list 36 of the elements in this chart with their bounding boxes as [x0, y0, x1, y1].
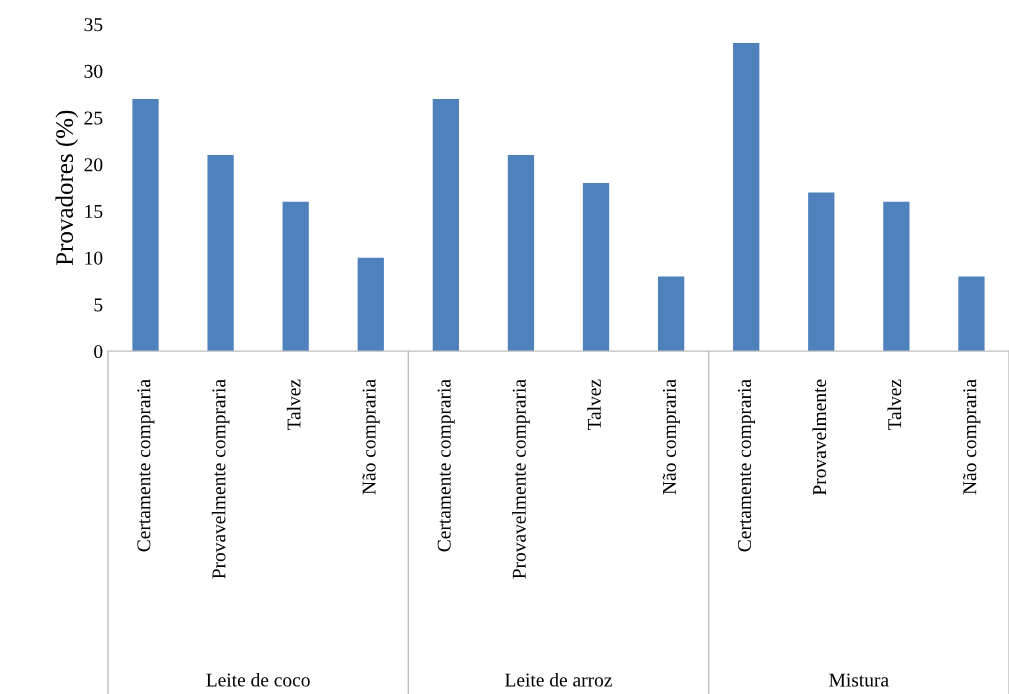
x-tick-label: Provavelmente compraria [211, 379, 230, 579]
y-tick-label: 0 [94, 344, 103, 359]
x-tick-label: Certamente compraria [137, 379, 155, 552]
y-tick-label: 10 [85, 251, 103, 265]
y-tick-label: 25 [84, 111, 103, 125]
bar [432, 99, 459, 352]
bar [657, 276, 685, 352]
bar [733, 42, 760, 352]
x-tick-label: Provavelmente [812, 379, 827, 496]
x-tick-label: Não compraria [362, 379, 380, 495]
x-tick-label: Talvez [587, 379, 601, 431]
bar [207, 155, 234, 352]
bar [507, 155, 535, 352]
bar [132, 99, 159, 352]
y-tick-label: 5 [94, 298, 103, 312]
y-tick-label: 35 [84, 18, 103, 32]
x-tick-label: Provavelmente compraria [512, 379, 530, 579]
x-tick-label: Certamente compraria [437, 379, 455, 552]
text: Leite de arroz [505, 672, 612, 687]
y-axis-title: Provadores (%) [55, 110, 79, 266]
bar [883, 201, 910, 352]
text: Mistura [829, 673, 889, 687]
y-tick-label: 30 [84, 64, 103, 78]
bar [958, 276, 985, 352]
x-tick-label: Talvez [887, 379, 902, 431]
x-tick-label: Talvez [286, 379, 301, 431]
bar [808, 192, 835, 352]
y-tick-label: 15 [85, 204, 103, 219]
x-tick-label: Não compraria [963, 379, 981, 495]
bar [582, 183, 610, 352]
x-tick-label: Certamente compraria [738, 379, 756, 552]
x-tick-label: Não compraria [662, 379, 680, 495]
bar [282, 201, 309, 352]
bar [357, 257, 384, 352]
text: Leite de coco [206, 672, 310, 687]
y-tick-label: 20 [84, 158, 103, 172]
